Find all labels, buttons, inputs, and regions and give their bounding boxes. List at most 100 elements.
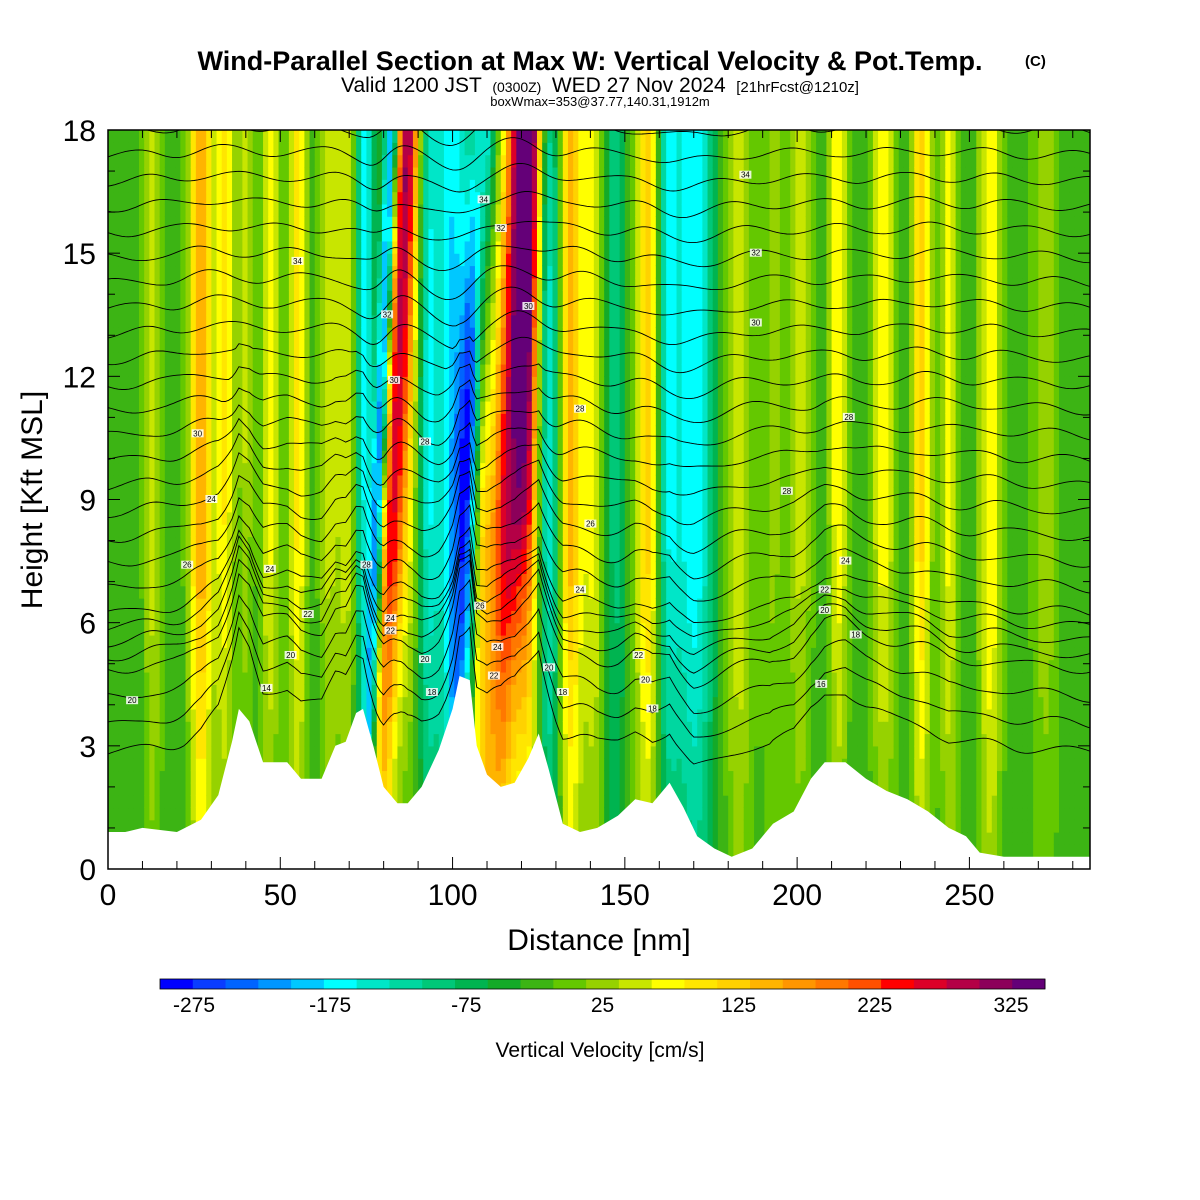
- w-cell: [428, 561, 435, 574]
- w-cell: [164, 154, 171, 168]
- w-cell: [170, 770, 176, 784]
- w-cell: [216, 327, 223, 340]
- w-cell: [304, 659, 311, 673]
- w-cell: [443, 376, 450, 390]
- w-cell: [345, 154, 352, 168]
- w-cell: [485, 179, 492, 193]
- w-cell: [412, 548, 419, 562]
- w-cell: [402, 253, 409, 267]
- w-cell: [531, 499, 538, 513]
- w-cell: [175, 314, 181, 328]
- w-cell: [526, 548, 533, 562]
- w-cell: [175, 696, 181, 710]
- w-cell: [294, 634, 300, 648]
- w-cell: [319, 610, 326, 624]
- w-cell: [288, 536, 295, 550]
- w-cell: [397, 437, 404, 451]
- w-cell: [216, 302, 223, 316]
- w-cell: [511, 462, 517, 476]
- w-cell: [288, 548, 295, 562]
- w-cell: [273, 573, 280, 587]
- w-cell: [314, 487, 321, 501]
- w-cell: [356, 487, 362, 501]
- w-cell: [123, 536, 130, 550]
- w-cell: [304, 721, 311, 735]
- w-cell: [387, 474, 393, 488]
- w-cell: [423, 610, 430, 624]
- w-cell: [505, 228, 512, 242]
- w-cell: [268, 425, 274, 439]
- w-cell: [516, 696, 523, 710]
- w-cell: [175, 400, 181, 414]
- w-cell: [335, 474, 342, 488]
- w-cell: [185, 191, 192, 205]
- w-cell: [350, 302, 357, 316]
- w-cell: [185, 610, 192, 624]
- w-cell: [412, 277, 419, 291]
- w-cell: [319, 524, 326, 538]
- w-cell: [511, 598, 517, 611]
- w-cell: [423, 253, 430, 267]
- w-cell: [376, 573, 383, 587]
- w-cell: [459, 314, 466, 328]
- w-cell: [299, 598, 305, 611]
- w-cell: [304, 634, 311, 648]
- w-cell: [495, 142, 502, 156]
- w-cell: [185, 536, 192, 550]
- w-cell: [237, 511, 243, 525]
- w-cell: [226, 413, 233, 427]
- w-cell: [474, 130, 481, 143]
- w-cell: [201, 573, 207, 587]
- w-cell: [149, 659, 156, 673]
- w-cell: [325, 671, 331, 685]
- w-cell: [190, 647, 197, 661]
- w-cell: [206, 253, 212, 267]
- w-cell: [335, 240, 342, 254]
- w-cell: [418, 388, 424, 402]
- w-cell: [242, 265, 249, 279]
- w-cell: [319, 585, 326, 599]
- w-cell: [511, 376, 517, 390]
- w-cell: [252, 425, 259, 439]
- w-cell: [211, 659, 218, 673]
- w-cell: [443, 684, 450, 698]
- w-cell: [144, 524, 150, 538]
- w-cell: [237, 684, 243, 698]
- w-cell: [226, 524, 233, 538]
- w-cell: [221, 290, 228, 304]
- w-cell: [454, 339, 461, 353]
- w-cell: [247, 314, 254, 328]
- w-cell: [299, 708, 305, 722]
- w-cell: [278, 240, 285, 254]
- w-cell: [195, 745, 202, 759]
- w-cell: [195, 277, 202, 291]
- w-cell: [113, 561, 119, 574]
- w-cell: [133, 795, 140, 809]
- w-cell: [221, 364, 228, 377]
- w-cell: [299, 376, 305, 390]
- w-cell: [247, 499, 254, 513]
- w-cell: [412, 462, 419, 476]
- w-cell: [128, 302, 135, 316]
- w-cell: [108, 154, 114, 168]
- w-cell: [278, 474, 285, 488]
- w-cell: [247, 240, 254, 254]
- w-cell: [490, 450, 497, 464]
- w-cell: [392, 573, 399, 587]
- w-cell: [139, 671, 145, 685]
- w-cell: [128, 524, 135, 538]
- w-cell: [443, 216, 450, 230]
- w-cell: [438, 425, 445, 439]
- w-cell: [309, 758, 316, 772]
- w-cell: [283, 622, 290, 636]
- w-cell: [278, 302, 285, 316]
- w-cell: [314, 696, 321, 710]
- w-cell: [485, 561, 492, 574]
- w-cell: [376, 610, 383, 624]
- w-cell: [490, 758, 497, 772]
- w-cell: [480, 142, 486, 156]
- w-cell: [361, 462, 368, 476]
- w-cell: [211, 130, 218, 143]
- w-cell: [480, 536, 486, 550]
- w-cell: [170, 598, 176, 611]
